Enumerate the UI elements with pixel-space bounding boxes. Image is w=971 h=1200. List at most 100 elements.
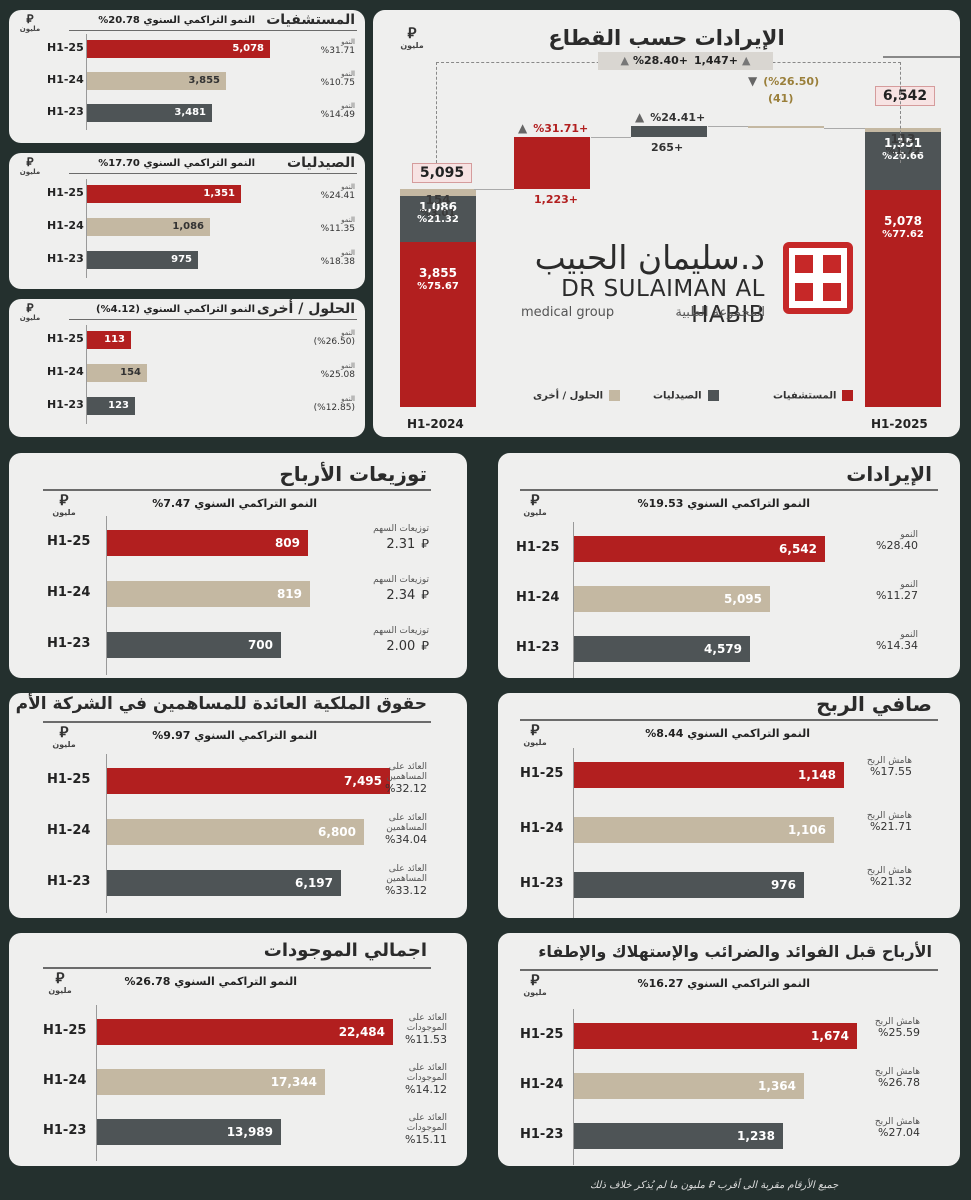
unit-text: مليون	[52, 508, 76, 517]
equity-note: العائد على المساهمين %33.12	[359, 864, 427, 897]
growth-value: %31.71	[320, 46, 355, 57]
revenue-title: الإيرادات	[846, 462, 932, 486]
legend-label: الحلول / أخرى	[533, 390, 604, 402]
ebitda-bar: 1,674	[574, 1023, 857, 1049]
note-value: %11.53	[405, 1032, 447, 1046]
revenue-axis	[573, 522, 574, 678]
equity-row-label: H1-25	[47, 772, 91, 787]
dividends-title: توزيعات الأرباح	[279, 462, 427, 486]
ebitda-axis	[573, 1009, 574, 1165]
solutions-title: الحلول / أخرى	[256, 301, 355, 317]
other-delta-pct: ▼ (%26.50)	[748, 74, 819, 88]
solutions-row-label: H1-25	[47, 332, 84, 345]
riyal-icon: ⃁	[59, 491, 69, 509]
logo-english-name: DR SULAIMAN AL HABIB	[561, 276, 765, 328]
equity-note: العائد على المساهمين %32.12	[359, 762, 427, 795]
segment-share: %75.67	[417, 280, 459, 292]
assets-row-label: H1-23	[43, 1123, 87, 1138]
assets-bar: 17,344	[97, 1069, 325, 1095]
solutions-growth-note: النمو (%12.85)	[314, 395, 355, 413]
net_profit-note: هامش الربح %17.55	[844, 756, 912, 779]
ebitda-bar: 1,238	[574, 1123, 783, 1149]
equity-bar: 6,800	[107, 819, 364, 845]
ebitda-row-label: H1-23	[520, 1127, 564, 1142]
footer-note: جميع الأرقام مقربة الى أقرب ⃁ مليون ما ل…	[590, 1180, 839, 1191]
revenue-row-label: H1-25	[516, 540, 560, 555]
note-label: توزيعات السهم	[373, 575, 429, 585]
growth-label: النمو	[341, 38, 355, 46]
end_stack-hospitals-segment: 5,078 %77.62	[865, 190, 941, 407]
other-delta-bar	[748, 125, 824, 128]
note-value: %11.27	[876, 589, 918, 603]
solutions-bar: 154	[87, 364, 147, 382]
pharmacies-delta-bar	[631, 125, 707, 138]
assets-row-label: H1-25	[43, 1023, 87, 1038]
note-label: النمو	[900, 580, 918, 590]
logo-subtitle-en: medical group	[521, 305, 615, 320]
revenue-rule	[520, 489, 938, 491]
riyal-icon: ⃁	[26, 301, 34, 315]
note-label: هامش الربح	[874, 1117, 920, 1127]
ebitda-unit-label: ⃁ مليون	[520, 971, 550, 998]
equity-row-label: H1-24	[47, 823, 91, 838]
ebitda-note: هامش الربح %27.04	[852, 1117, 920, 1140]
note-value: %25.59	[878, 1026, 920, 1040]
net_profit-row-label: H1-23	[520, 876, 564, 891]
hospitals-growth-note: النمو %14.49	[321, 102, 355, 120]
hospitals-row-label: H1-24	[47, 73, 84, 86]
solutions-row-label: H1-23	[47, 398, 84, 411]
equity-card: حقوق الملكية العائدة للمساهمين في الشركة…	[9, 693, 467, 918]
note-value: %17.55	[870, 765, 912, 779]
start-period-label: H1-2024	[407, 417, 464, 431]
dividends-note: توزيعات السهم ⃁ 2.00	[361, 626, 429, 655]
equity-note: العائد على المساهمين %34.04	[359, 813, 427, 846]
hospitals-growth-note: النمو %31.71	[321, 38, 355, 56]
revenue-by-segment-card: الإيرادات حسب القطاع ⃁ مليون د.سليمان ال…	[373, 10, 960, 437]
riyal-icon: ⃁	[59, 723, 69, 741]
growth-value: %25.08	[320, 370, 355, 381]
legend-label: الصيدليات	[653, 390, 702, 402]
growth-label: النمو	[341, 70, 355, 78]
growth-label: النمو	[341, 362, 355, 370]
assets-cagr: النمو التراكمي السنوي 26.78%	[124, 975, 297, 988]
legend-swatch	[707, 390, 719, 401]
revenue-note: النمو %11.27	[850, 580, 918, 603]
end_stack-other-segment: 113 %1.72	[865, 127, 941, 157]
riyal-icon: ⃁	[530, 971, 540, 989]
pharmacies-title: الصيدليات	[287, 155, 355, 171]
net_profit-note: هامش الربح %21.71	[844, 811, 912, 834]
riyal-icon: ⃁	[26, 12, 34, 26]
riyal-icon: ⃁	[530, 721, 540, 739]
note-label: العائد على المساهمين	[386, 762, 427, 783]
dividends-bar: 700	[107, 632, 281, 658]
dividends-note: توزيعات السهم ⃁ 2.34	[361, 575, 429, 604]
unit-text: مليون	[523, 738, 547, 747]
revenue-note: النمو %28.40	[850, 530, 918, 553]
solutions-card: الحلول / أخرى النمو التراكمي السنوي (4.12…	[9, 299, 365, 437]
note-value: 2.34	[386, 588, 416, 604]
revenue-row-label: H1-24	[516, 590, 560, 605]
net_profit-cagr: النمو التراكمي السنوي 8.44%	[645, 727, 810, 740]
net_profit-axis	[573, 748, 574, 918]
solutions-rule	[69, 319, 357, 320]
net_profit-bar: 976	[574, 872, 804, 898]
revenue-bar: 5,095	[574, 586, 770, 612]
solutions-growth-note: النمو (%26.50)	[314, 329, 355, 347]
solutions-axis	[86, 325, 87, 424]
growth-label: النمو	[341, 183, 355, 191]
note-label: العائد على الموجودات	[406, 1013, 447, 1034]
dividends-card: توزيعات الأرباح النمو التراكمي السنوي 7.4…	[9, 453, 467, 678]
riyal-icon: ⃁	[421, 588, 429, 604]
note-value: %14.12	[405, 1082, 447, 1096]
assets-axis	[96, 1005, 97, 1161]
waterfall-connector	[591, 137, 631, 139]
ebitda-row-label: H1-25	[520, 1027, 564, 1042]
logo-mark-icon	[795, 255, 841, 301]
segment-share: %21.32	[417, 214, 459, 226]
hospitals-delta-value: 1,223+	[534, 193, 579, 207]
unit-text: مليون	[523, 988, 547, 997]
riyal-icon: ⃁	[530, 491, 540, 509]
ebitda-title: الأرباح قبل الفوائد والضرائب والإستهلاك …	[538, 942, 932, 961]
note-label: النمو	[900, 530, 918, 540]
net_profit-row-label: H1-24	[520, 821, 564, 836]
